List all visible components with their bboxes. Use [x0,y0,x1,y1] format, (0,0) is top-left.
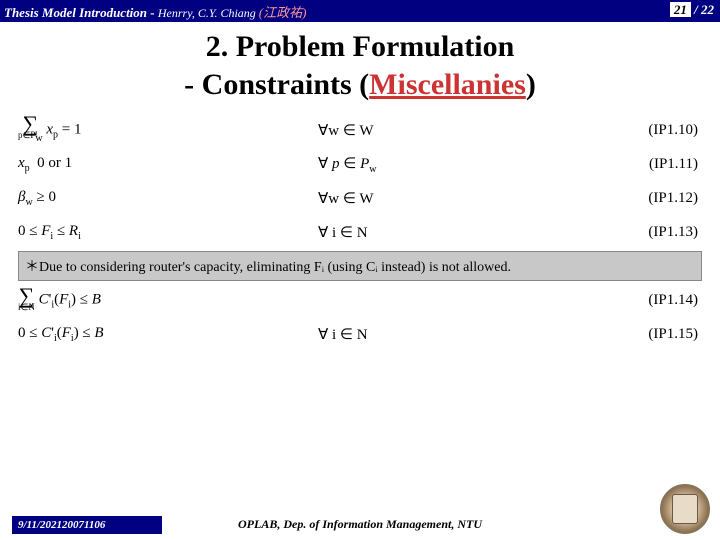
constraint-label: (IP1.10) [622,122,702,139]
constraint-left: 0 ≤ Fi ≤ Ri [18,223,318,242]
constraint-row: ∑p∈Pw xp = 1∀w ∈ W(IP1.10) [18,113,702,147]
constraint-mid: ∀ i ∈ N [318,325,622,344]
header-dash: - [147,5,158,20]
constraint-label: (IP1.12) [622,190,702,207]
page-total: / 22 [691,2,714,17]
slide-header: Thesis Model Introduction - Henrry, C.Y.… [0,0,720,22]
page-current: 21 [670,2,691,17]
header-author: Henrry, C.Y. Chiang [158,6,259,20]
header-prefix: Thesis Model Introduction [4,5,147,20]
constraint-left: ∑i∈N C'i(Fi) ≤ B [18,289,318,311]
page-indicator: 21 / 22 [670,2,714,18]
title-misc: Miscellanies [369,68,526,101]
constraint-row: βw ≥ 0∀w ∈ W(IP1.12) [18,181,702,215]
footer-date: 9/11/202120071106 [12,516,162,534]
constraint-rows-2: ∑i∈N C'i(Fi) ≤ B (IP1.14) 0 ≤ C'i(Fi) ≤ B∀… [18,283,702,351]
constraints-block: ∑p∈Pw xp = 1∀w ∈ W(IP1.10)xp 0 or 1∀ p ∈… [18,113,702,351]
logo-inner [672,494,698,524]
constraint-left: ∑p∈Pw xp = 1 [18,117,318,143]
header-title: Thesis Model Introduction - Henrry, C.Y.… [4,2,306,21]
constraint-row: xp 0 or 1∀ p ∈ Pw(IP1.11) [18,147,702,181]
constraint-left: 0 ≤ C'i(Fi) ≤ B [18,325,318,344]
constraint-rows-1: ∑p∈Pw xp = 1∀w ∈ W(IP1.10)xp 0 or 1∀ p ∈… [18,113,702,249]
header-cjk: (江政祐) [259,5,307,20]
title-line2: - Constraints (Miscellanies) [0,66,720,104]
constraint-mid: ∀w ∈ W [318,189,622,208]
footer-affiliation: OPLAB, Dep. of Information Management, N… [238,517,482,532]
constraint-label: (IP1.14) [622,292,702,309]
constraint-mid: ∀w ∈ W [318,121,622,140]
constraint-label: (IP1.13) [622,224,702,241]
constraint-left: xp 0 or 1 [18,155,318,174]
constraint-mid: ∀ i ∈ N [318,223,622,242]
slide-title: 2. Problem Formulation - Constraints (Mi… [0,28,720,103]
constraint-row: ∑i∈N C'i(Fi) ≤ B (IP1.14) [18,283,702,317]
title-line1: 2. Problem Formulation [0,28,720,66]
capacity-note: ＊Due to considering router's capacity, e… [18,251,702,281]
university-logo [660,484,710,534]
constraint-row: 0 ≤ Fi ≤ Ri∀ i ∈ N(IP1.13) [18,215,702,249]
constraint-label: (IP1.15) [622,326,702,343]
constraint-label: (IP1.11) [622,156,702,173]
constraint-mid: ∀ p ∈ Pw [318,154,622,175]
constraint-row: 0 ≤ C'i(Fi) ≤ B∀ i ∈ N(IP1.15) [18,317,702,351]
constraint-left: βw ≥ 0 [18,189,318,208]
